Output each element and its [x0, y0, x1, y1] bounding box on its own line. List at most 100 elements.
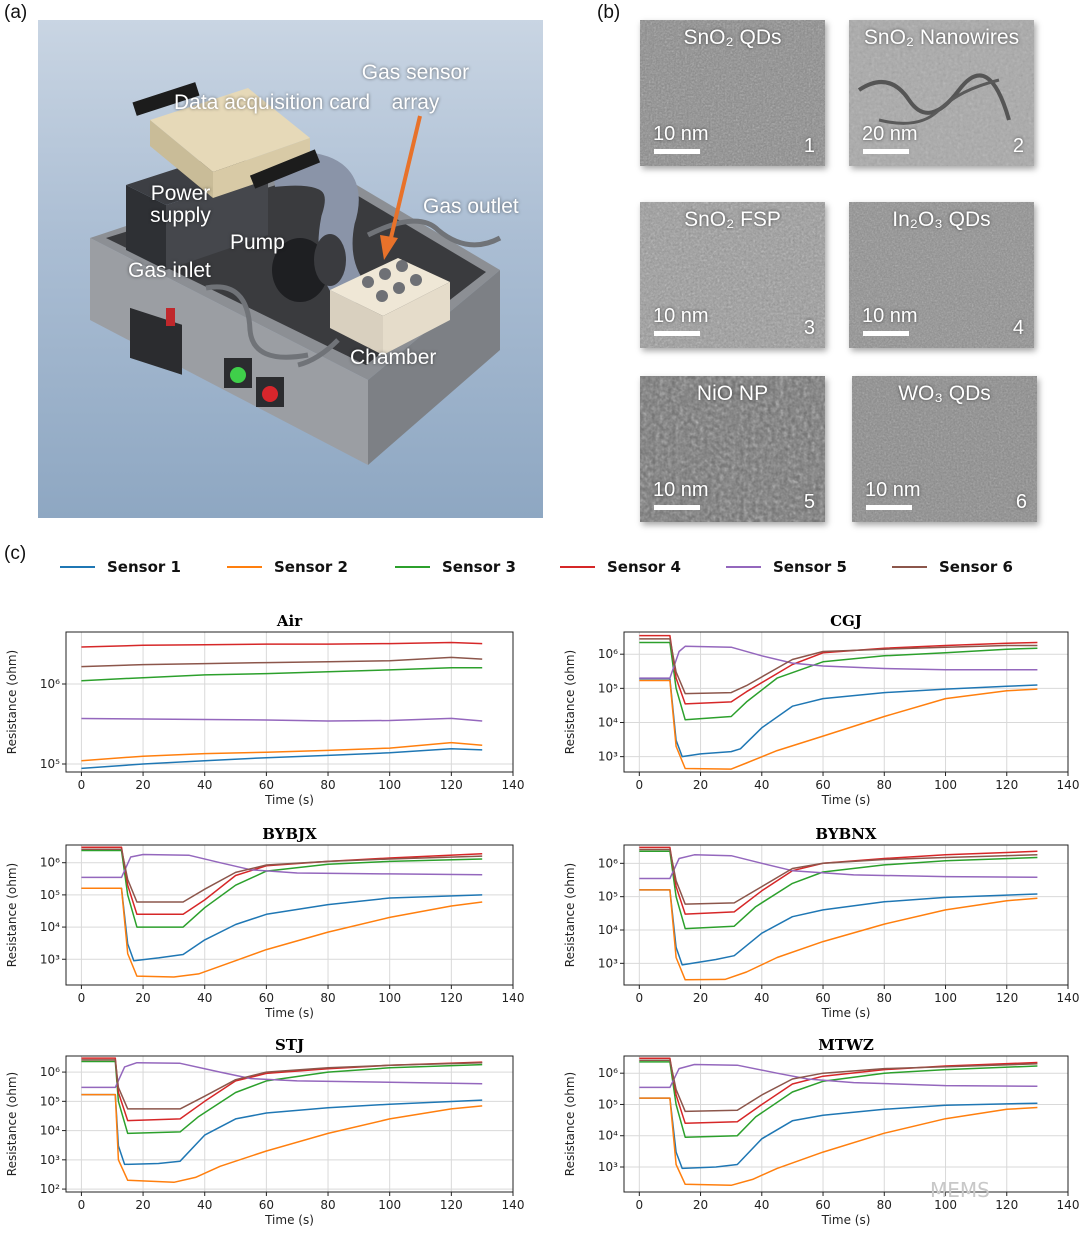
x-tick-label: 100: [934, 991, 957, 1005]
x-tick-label: 80: [877, 1198, 892, 1212]
legend-label: Sensor 1: [107, 558, 181, 576]
chart-air: Air 0 20 40 60 80 100 120 140 10⁵ 10⁶ Time (s) Resis…: [0, 605, 540, 815]
x-tick-label: 0: [78, 991, 86, 1005]
tem-title: NiO NP: [696, 382, 769, 405]
y-axis-label: Resistance (ohm): [563, 650, 577, 754]
image-number: 1: [803, 135, 815, 157]
y-tick-label: 10²: [40, 1182, 60, 1196]
image-number: 4: [1012, 317, 1024, 339]
scale-bar: [654, 331, 700, 336]
legend-line: [892, 566, 927, 568]
scale-bar: [866, 505, 912, 510]
panel-label-b: (b): [597, 2, 621, 23]
x-tick-label: 140: [1057, 991, 1080, 1005]
series-line-sensor-5: [81, 853, 483, 879]
scale-bar: [863, 149, 909, 154]
x-tick-label: 40: [197, 778, 212, 792]
x-axis-label: Time (s): [821, 1213, 871, 1227]
y-tick-label: 10³: [40, 1153, 60, 1167]
series-line-sensor-2: [81, 887, 483, 978]
scale-label: 10 nm: [653, 305, 709, 327]
x-tick-label: 100: [378, 991, 401, 1005]
scale-label: 20 nm: [862, 123, 918, 145]
x-tick-label: 60: [815, 1198, 830, 1212]
scale-bar: [654, 505, 700, 510]
series-line-sensor-2: [639, 679, 1038, 770]
legend-line: [227, 566, 262, 568]
scale-bar: [863, 331, 909, 336]
chart-title: CGJ: [830, 612, 862, 630]
x-tick-label: 120: [440, 1198, 463, 1212]
x-tick-label: 0: [635, 991, 643, 1005]
image-number: 6: [1015, 491, 1027, 513]
image-number: 3: [803, 317, 815, 339]
y-tick-label: 10³: [598, 750, 618, 764]
series-line-sensor-4: [81, 641, 483, 648]
y-tick-label: 10⁶: [40, 1065, 60, 1079]
legend-item: Sensor 2: [227, 556, 348, 578]
x-tick-label: 140: [1057, 778, 1080, 792]
chart-bybnx: BYBNX 0 20 40 60 80 100 120 140 10³ 10⁴ 10⁵ 10⁶ Time …: [555, 818, 1080, 1028]
series-line-sensor-1: [81, 887, 483, 962]
series-line-sensor-2: [639, 1097, 1038, 1187]
series-line-sensor-2: [81, 1093, 483, 1184]
series-line-sensor-6: [81, 1059, 483, 1110]
x-axis-label: Time (s): [821, 1006, 871, 1020]
x-tick-label: 40: [197, 991, 212, 1005]
tem-title: SnO₂ Nanowires: [863, 26, 1020, 49]
plot-frame: [623, 1055, 1069, 1193]
x-tick-label: 0: [78, 1198, 86, 1212]
y-tick-label: 10⁴: [598, 1129, 618, 1143]
tem-image-5: NiO NP 10 nm 5: [640, 376, 825, 522]
x-tick-label: 140: [502, 1198, 525, 1212]
x-tick-label: 80: [320, 1198, 335, 1212]
x-tick-label: 100: [378, 778, 401, 792]
label-gas-outlet: Gas outlet: [423, 195, 519, 218]
y-tick-label: 10⁶: [40, 677, 60, 691]
x-tick-label: 80: [877, 778, 892, 792]
series-line-sensor-6: [81, 656, 483, 668]
x-tick-label: 140: [502, 991, 525, 1005]
x-tick-label: 20: [135, 778, 150, 792]
y-tick-label: 10³: [598, 956, 618, 970]
y-tick-label: 10⁴: [598, 923, 618, 937]
legend-label: Sensor 6: [939, 558, 1013, 576]
series-line-sensor-6: [639, 1059, 1038, 1113]
panel-label-a: (a): [4, 2, 28, 23]
plot-frame: [65, 1055, 514, 1193]
tem-image-6: WO₃ QDs 10 nm 6: [852, 376, 1037, 522]
series-line-sensor-5: [81, 1061, 483, 1089]
x-tick-label: 20: [135, 991, 150, 1005]
x-tick-label: 120: [440, 778, 463, 792]
label-gas-sensor-array: Gas sensor array: [361, 61, 470, 114]
chart-bybjx: BYBJX 0 20 40 60 80 100 120 140 10³ 10⁴ 10⁵ 10⁶ Time …: [0, 818, 540, 1028]
x-axis-label: Time (s): [821, 793, 871, 807]
x-tick-label: 60: [259, 991, 274, 1005]
scale-label: 10 nm: [862, 305, 918, 327]
x-axis-label: Time (s): [264, 1213, 314, 1227]
y-tick-label: 10⁵: [40, 1094, 60, 1108]
series-line-sensor-4: [639, 634, 1038, 705]
y-tick-label: 10⁴: [598, 715, 618, 729]
label-data-card: Data acquisition card: [174, 91, 371, 114]
y-tick-label: 10⁵: [598, 1097, 618, 1111]
y-tick-label: 10⁶: [598, 1066, 618, 1080]
x-tick-label: 40: [754, 991, 769, 1005]
x-tick-label: 140: [1057, 1198, 1080, 1212]
label-chamber: Chamber: [350, 346, 437, 369]
watermark: MEMS: [930, 1178, 990, 1202]
tem-title: SnO₂ QDs: [683, 26, 782, 49]
legend-item: Sensor 6: [892, 556, 1013, 578]
series-line-sensor-3: [639, 1061, 1038, 1138]
chart-legend: Sensor 1 Sensor 2 Sensor 3 Sensor 4 Sens…: [60, 556, 1060, 578]
chart-stj: STJ 0 20 40 60 80 100 120 140 10² 10³ 10⁴ 10⁵ 10⁶ Time…: [0, 1032, 540, 1235]
y-axis-label: Resistance (ohm): [5, 863, 19, 967]
series-line-sensor-1: [639, 889, 1038, 966]
series-line-sensor-3: [639, 850, 1038, 930]
x-tick-label: 100: [378, 1198, 401, 1212]
x-tick-label: 0: [78, 778, 86, 792]
series-line-sensor-1: [639, 678, 1038, 758]
scale-label: 10 nm: [865, 479, 921, 501]
plot-frame: [623, 844, 1069, 986]
x-tick-label: 20: [693, 1198, 708, 1212]
